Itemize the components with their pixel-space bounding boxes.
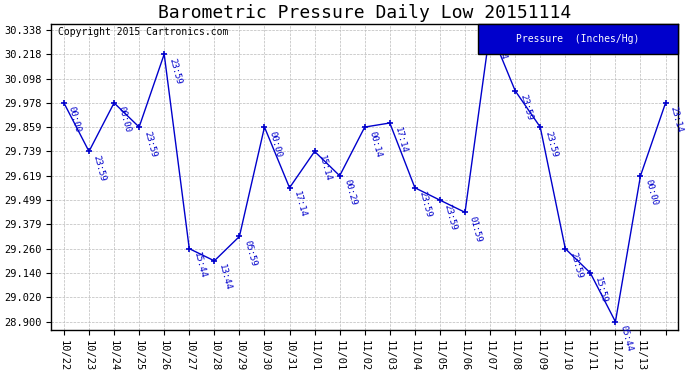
- FancyBboxPatch shape: [477, 24, 678, 54]
- Text: 00:00: 00:00: [67, 106, 82, 134]
- Text: 05:59: 05:59: [242, 239, 258, 267]
- Text: 15:44: 15:44: [192, 251, 208, 280]
- Text: 17:14: 17:14: [293, 190, 308, 219]
- Text: 00:00: 00:00: [267, 130, 283, 158]
- Title: Barometric Pressure Daily Low 20151114: Barometric Pressure Daily Low 20151114: [158, 4, 571, 22]
- Text: 23:59: 23:59: [167, 57, 183, 85]
- Text: 17:14: 17:14: [393, 126, 408, 154]
- Text: 23:59: 23:59: [142, 130, 157, 158]
- Text: 05:44: 05:44: [618, 324, 634, 353]
- Text: 00:00: 00:00: [643, 178, 659, 207]
- Text: 01:59: 01:59: [468, 215, 484, 243]
- Text: 23:14: 23:14: [669, 106, 684, 134]
- Text: 23:59: 23:59: [417, 190, 433, 219]
- Text: Copyright 2015 Cartronics.com: Copyright 2015 Cartronics.com: [58, 27, 228, 37]
- Text: 00:14: 00:14: [368, 130, 383, 158]
- Text: 23:59: 23:59: [543, 130, 559, 158]
- Text: 23:44: 23:44: [493, 33, 509, 61]
- Text: 15:59: 15:59: [593, 276, 609, 304]
- Text: Pressure  (Inches/Hg): Pressure (Inches/Hg): [516, 34, 640, 44]
- Text: 23:59: 23:59: [518, 93, 533, 122]
- Text: 23:59: 23:59: [92, 154, 108, 183]
- Text: 00:00: 00:00: [117, 106, 132, 134]
- Text: 13:44: 13:44: [217, 264, 233, 292]
- Text: 00:29: 00:29: [342, 178, 358, 207]
- Text: 23:59: 23:59: [443, 203, 458, 231]
- Text: 15:14: 15:14: [317, 154, 333, 183]
- Text: 23:59: 23:59: [568, 251, 584, 280]
